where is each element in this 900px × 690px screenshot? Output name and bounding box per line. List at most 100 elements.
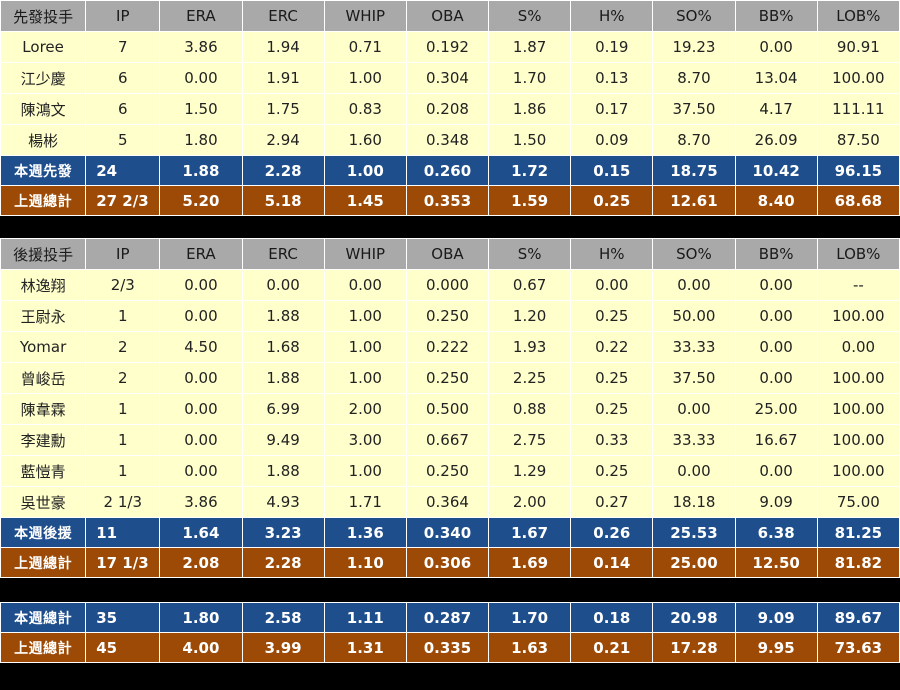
reliever-row: 王尉永 1 0.00 1.88 1.00 0.250 1.20 0.25 50.00 0.00 10…	[0, 300, 900, 332]
cell-so-pct: 50.00	[652, 300, 736, 332]
cell-ip: 2	[85, 331, 161, 363]
cell-h-pct: 0.13	[570, 62, 654, 94]
cell-lob-pct: 100.00	[816, 300, 900, 332]
reliever-header-row: 後援投手 IP ERA ERC WHIP OBA S% H% SO% BB% LOB%	[0, 238, 900, 270]
cell-name: 上週總計	[0, 185, 87, 216]
cell-bb-pct: 10.42	[734, 155, 818, 186]
cell-s-pct: 2.00	[488, 486, 572, 518]
cell-erc: 1.94	[241, 31, 325, 63]
cell-oba: 0.192	[405, 31, 490, 63]
cell-name: Loree	[0, 31, 87, 63]
cell-h-pct: 0.26	[570, 517, 654, 548]
cell-so-pct: 20.98	[652, 602, 736, 633]
cell-s-pct: 1.20	[488, 300, 572, 332]
cell-ip: 7	[85, 31, 161, 63]
cell-era: 0.00	[159, 424, 243, 456]
cell-h-pct: 0.18	[570, 602, 654, 633]
cell-bb-pct: 0.00	[734, 300, 818, 332]
cell-s-pct: 1.63	[488, 632, 572, 663]
cell-s-pct: 1.69	[488, 547, 572, 578]
cell-ip: 35	[85, 602, 161, 633]
cell-erc: 1.88	[241, 300, 325, 332]
cell-h-pct: 0.21	[570, 632, 654, 663]
cell-ip: 45	[85, 632, 161, 663]
cell-lob-pct: 100.00	[816, 393, 900, 425]
cell-era: 4.00	[159, 632, 243, 663]
section-divider	[0, 577, 900, 603]
cell-ip: 2 1/3	[85, 486, 161, 518]
starter-header-row: 先發投手 IP ERA ERC WHIP OBA S% H% SO% BB% LOB%	[0, 0, 900, 32]
cell-ip: 6	[85, 62, 161, 94]
cell-s-pct: 1.29	[488, 455, 572, 487]
starter-row: 陳鴻文 6 1.50 1.75 0.83 0.208 1.86 0.17 37.50 4.17 11…	[0, 93, 900, 125]
cell-name: 上週總計	[0, 547, 87, 578]
cell-whip: 0.00	[323, 269, 407, 301]
cell-s-pct: 0.67	[488, 269, 572, 301]
cell-so-pct: 33.33	[652, 331, 736, 363]
cell-lob-pct: 111.11	[816, 93, 900, 125]
cell-whip: 0.83	[323, 93, 407, 125]
cell-oba: 0.340	[405, 517, 490, 548]
cell-so-pct: 17.28	[652, 632, 736, 663]
cell-bb-pct: 4.17	[734, 93, 818, 125]
cell-oba: 0.250	[405, 362, 490, 394]
cell-erc: 9.49	[241, 424, 325, 456]
cell-era: 3.86	[159, 486, 243, 518]
reliever-row: 李建勳 1 0.00 9.49 3.00 0.667 2.75 0.33 33.33 16.67 1…	[0, 424, 900, 456]
cell-ip: 11	[85, 517, 161, 548]
cell-s-pct: 1.70	[488, 602, 572, 633]
cell-so-pct: 0.00	[652, 393, 736, 425]
cell-bb-pct: 0.00	[734, 455, 818, 487]
cell-oba: 0.335	[405, 632, 490, 663]
cell-s-pct: 1.86	[488, 93, 572, 125]
cell-era: 0.00	[159, 393, 243, 425]
cell-whip: 1.10	[323, 547, 407, 578]
cell-h-pct: 0.17	[570, 93, 654, 125]
header-whip: WHIP	[323, 0, 407, 32]
cell-bb-pct: 0.00	[734, 331, 818, 363]
cell-so-pct: 18.18	[652, 486, 736, 518]
starter-row: 江少慶 6 0.00 1.91 1.00 0.304 1.70 0.13 8.70 13.04 10…	[0, 62, 900, 94]
cell-erc: 2.28	[241, 155, 325, 186]
cell-oba: 0.222	[405, 331, 490, 363]
starter-row: 楊彬 5 1.80 2.94 1.60 0.348 1.50 0.09 8.70 26.09 87.…	[0, 124, 900, 156]
cell-h-pct: 0.25	[570, 362, 654, 394]
cell-h-pct: 0.25	[570, 393, 654, 425]
cell-bb-pct: 12.50	[734, 547, 818, 578]
cell-whip: 1.71	[323, 486, 407, 518]
header-erc: ERC	[241, 0, 325, 32]
cell-lob-pct: 96.15	[816, 155, 900, 186]
cell-h-pct: 0.27	[570, 486, 654, 518]
cell-whip: 2.00	[323, 393, 407, 425]
cell-era: 1.88	[159, 155, 243, 186]
cell-erc: 2.94	[241, 124, 325, 156]
cell-oba: 0.250	[405, 300, 490, 332]
cell-era: 2.08	[159, 547, 243, 578]
cell-s-pct: 1.70	[488, 62, 572, 94]
cell-whip: 3.00	[323, 424, 407, 456]
header-bb-pct: BB%	[734, 238, 818, 270]
cell-h-pct: 0.19	[570, 31, 654, 63]
cell-erc: 1.75	[241, 93, 325, 125]
cell-erc: 1.68	[241, 331, 325, 363]
header-whip: WHIP	[323, 238, 407, 270]
cell-erc: 2.58	[241, 602, 325, 633]
cell-bb-pct: 6.38	[734, 517, 818, 548]
header-bb-pct: BB%	[734, 0, 818, 32]
cell-era: 5.20	[159, 185, 243, 216]
reliever-row: 吳世豪 2 1/3 3.86 4.93 1.71 0.364 2.00 0.27 18.18 9.…	[0, 486, 900, 518]
cell-lob-pct: 68.68	[816, 185, 900, 216]
cell-lob-pct: 100.00	[816, 424, 900, 456]
cell-h-pct: 0.09	[570, 124, 654, 156]
header-oba: OBA	[405, 0, 490, 32]
cell-name: 王尉永	[0, 300, 87, 332]
cell-bb-pct: 13.04	[734, 62, 818, 94]
cell-whip: 1.00	[323, 331, 407, 363]
cell-name: 藍愷青	[0, 455, 87, 487]
pitching-stats-table: 先發投手 IP ERA ERC WHIP OBA S% H% SO% BB% LOB% Loree 7 3…	[0, 0, 900, 663]
cell-oba: 0.250	[405, 455, 490, 487]
cell-h-pct: 0.14	[570, 547, 654, 578]
cell-oba: 0.304	[405, 62, 490, 94]
cell-era: 0.00	[159, 300, 243, 332]
cell-ip: 27 2/3	[85, 185, 161, 216]
